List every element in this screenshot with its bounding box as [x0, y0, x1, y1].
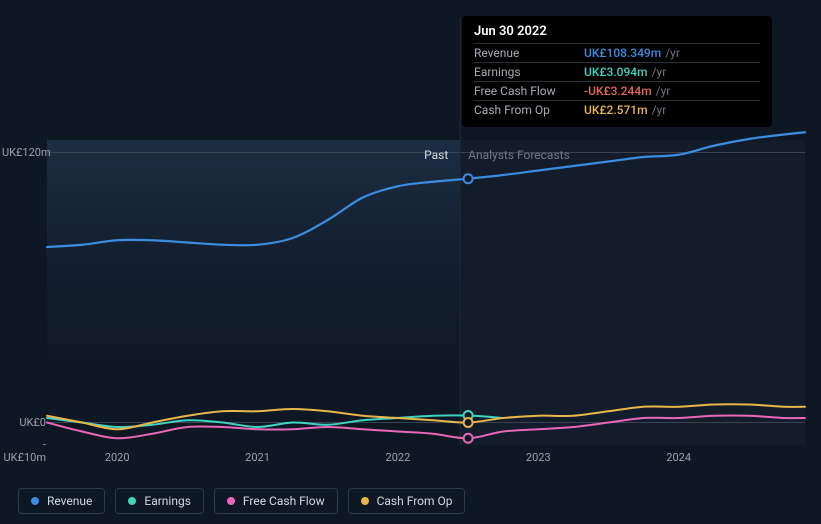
marker-revenue [464, 174, 473, 183]
x-axis-label: 2022 [386, 451, 411, 464]
x-axis-label: 2023 [526, 451, 551, 464]
tooltip-value: UK£2.571m [584, 103, 648, 117]
tooltip-unit: /yr [652, 65, 667, 79]
legend-item-earnings[interactable]: Earnings [115, 488, 204, 514]
tooltip-label: Cash From Op [474, 103, 584, 117]
tooltip-row: Cash From OpUK£2.571m/yr [474, 100, 760, 119]
marker-cfo [464, 418, 473, 427]
tooltip-value: UK£3.094m [584, 65, 648, 79]
legend-dot-icon [227, 497, 235, 505]
tooltip-unit: /yr [656, 84, 671, 98]
forecast-label: Analysts Forecasts [468, 148, 570, 162]
tooltip-row: Free Cash Flow-UK£3.244m/yr [474, 81, 760, 100]
legend-item-cfo[interactable]: Cash From Op [348, 488, 466, 514]
chart-container: Jun 30 2022 RevenueUK£108.349m/yrEarning… [0, 0, 821, 524]
tooltip: Jun 30 2022 RevenueUK£108.349m/yrEarning… [462, 16, 772, 127]
x-axis-label: 2020 [105, 451, 130, 464]
legend-dot-icon [128, 497, 136, 505]
y-axis-label: UK£0 [2, 416, 46, 429]
x-axis-label: 2024 [666, 451, 691, 464]
x-axis-label: 2021 [245, 451, 270, 464]
tooltip-row: EarningsUK£3.094m/yr [474, 62, 760, 81]
past-label: Past [424, 148, 448, 162]
legend-item-revenue[interactable]: Revenue [18, 488, 105, 514]
legend-label: Free Cash Flow [243, 494, 325, 508]
marker-fcf [464, 434, 473, 443]
tooltip-unit: /yr [652, 103, 667, 117]
legend-dot-icon [361, 497, 369, 505]
legend-item-fcf[interactable]: Free Cash Flow [214, 488, 338, 514]
legend-label: Cash From Op [377, 494, 453, 508]
y-axis-label: -UK£10m [2, 438, 46, 464]
y-axis-label: UK£120m [2, 146, 46, 159]
tooltip-label: Earnings [474, 65, 584, 79]
legend-label: Revenue [47, 494, 92, 508]
tooltip-label: Revenue [474, 46, 584, 60]
tooltip-title: Jun 30 2022 [474, 24, 760, 39]
tooltip-value: -UK£3.244m [584, 84, 652, 98]
legend-dot-icon [31, 497, 39, 505]
legend-label: Earnings [144, 494, 191, 508]
tooltip-unit: /yr [665, 46, 680, 60]
tooltip-row: RevenueUK£108.349m/yr [474, 43, 760, 62]
legend: Revenue Earnings Free Cash Flow Cash From O… [18, 488, 465, 514]
tooltip-value: UK£108.349m [584, 46, 661, 60]
tooltip-label: Free Cash Flow [474, 84, 584, 98]
